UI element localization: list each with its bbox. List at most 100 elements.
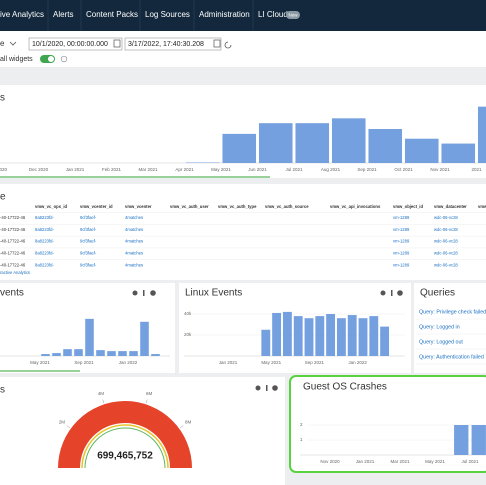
icon[interactable] <box>272 385 278 391</box>
table-cell: vm-1289 <box>393 215 410 220</box>
table-cell: 8a8223fd- <box>35 227 54 232</box>
panel-title: s <box>0 93 5 104</box>
gauge-arc <box>58 401 192 468</box>
table-cell: wdc-06-vc28 <box>434 239 458 244</box>
gauge-tick-label: 8M <box>185 419 192 424</box>
bar <box>129 351 138 356</box>
bar <box>63 349 72 356</box>
x-tick-label: Sep 2021 <box>357 167 377 172</box>
bar <box>454 425 469 455</box>
nav-item[interactable]: Log Sources <box>145 10 190 19</box>
query-item[interactable]: Query: Logged out <box>419 339 463 345</box>
nav-item[interactable]: LI Cloud <box>258 10 288 19</box>
y-tick-label: 1 <box>300 437 303 442</box>
x-tick-label: Feb 2021 <box>102 167 122 172</box>
table-header: vmw_object_id <box>393 204 423 209</box>
x-tick-label: Jan 2021 <box>66 167 85 172</box>
nav-item[interactable]: Alerts <box>53 10 73 19</box>
refresh-icon[interactable] <box>224 41 232 49</box>
x-tick-label: Jan 2022 <box>119 360 138 365</box>
y-tick-label: 40k <box>184 311 192 316</box>
icon[interactable] <box>397 290 403 296</box>
x-tick-label: Apr 2021 <box>175 167 194 172</box>
badge <box>286 11 300 19</box>
bar <box>404 138 439 163</box>
end-date: 3/17/2022, 17:40:30.208 <box>128 41 204 48</box>
table-header: vmw_vc_auth_type <box>218 204 257 209</box>
table-cell: wdc-06-vc28 <box>434 262 458 267</box>
badge-text: New <box>288 12 298 17</box>
calendar-icon[interactable] <box>113 39 121 48</box>
icon[interactable] <box>150 290 156 296</box>
gauge-tick <box>66 425 71 429</box>
panel-title: vents <box>0 288 24 299</box>
x-tick-label: Mar 2021 <box>138 167 158 172</box>
gauge-tick <box>179 425 184 429</box>
query-item[interactable]: Query: Authentication failed <box>419 354 484 360</box>
icon[interactable] <box>266 385 268 391</box>
queries-panel <box>414 283 486 373</box>
x-tick-label: Nov 2021 <box>430 167 450 172</box>
bar <box>304 318 314 356</box>
bar <box>293 316 303 356</box>
x-tick-label: 2020 <box>0 167 8 172</box>
x-tick-label: Mar 2021 <box>390 459 410 464</box>
icon[interactable] <box>132 290 138 296</box>
x-tick-label: Jun 2021 <box>248 167 267 172</box>
nav-item[interactable]: Administration <box>199 10 250 19</box>
crashes-panel <box>289 375 486 473</box>
calendar-icon[interactable] <box>213 39 221 48</box>
bar <box>368 129 403 163</box>
panel-title: Guest OS Crashes <box>303 382 387 393</box>
table-header: vmw_vcenter_id <box>80 204 113 209</box>
x-tick-label: Jan 2021 <box>219 360 238 365</box>
start-date: 10/1/2020, 00:00:00.000 <box>32 41 108 48</box>
gauge-value: 699,465,752 <box>97 451 153 462</box>
dropdown-caret[interactable] <box>9 41 17 46</box>
y-tick-label: 20k <box>184 332 192 337</box>
bar <box>441 143 476 163</box>
table-cell: 4matches <box>125 251 143 256</box>
bar <box>471 425 486 455</box>
query-item[interactable]: Query: Privilege check failed <box>419 309 486 315</box>
gauge-tick <box>102 399 105 404</box>
nav-item[interactable]: Content Packs <box>86 10 138 19</box>
bar <box>282 311 292 356</box>
toggle-label: all widgets <box>0 56 33 63</box>
table-cell: 4matches <box>125 239 143 244</box>
icon[interactable] <box>391 290 393 296</box>
query-item[interactable]: Query: Logged in <box>419 324 460 330</box>
panel-title: s <box>0 385 5 396</box>
start-input[interactable] <box>28 37 123 51</box>
bar <box>369 316 379 356</box>
bar <box>140 321 149 356</box>
icon[interactable] <box>255 385 261 391</box>
icon[interactable] <box>143 290 145 296</box>
table-cell: 9cf3faef- <box>80 239 97 244</box>
table-panel <box>0 184 486 280</box>
bar <box>358 318 368 356</box>
table-cell: vm-1289 <box>393 239 410 244</box>
gauge-tick-label: 2M <box>59 419 66 424</box>
table-cell: 4matches <box>125 227 143 232</box>
trend-panel <box>0 85 486 178</box>
bar <box>74 349 83 356</box>
info-icon[interactable] <box>60 55 68 63</box>
nav-item[interactable]: ive Analytics <box>0 10 44 19</box>
icon[interactable] <box>380 290 386 296</box>
toggle-knob <box>48 56 54 62</box>
table-link[interactable]: ractive Analytics <box>0 270 30 275</box>
table-cell: 9cf3faef- <box>80 251 97 256</box>
x-tick-label: Jul 2021 <box>461 459 479 464</box>
toolbar-prefix: e <box>0 39 5 48</box>
x-tick-label: May 2021 <box>30 360 50 365</box>
bar <box>258 123 293 163</box>
end-input[interactable] <box>124 37 222 51</box>
toolbar-row <box>0 53 486 67</box>
bar <box>151 354 160 356</box>
table-cell: 4matches <box>125 215 143 220</box>
x-tick-label: 2021 <box>471 167 482 172</box>
bar <box>41 354 50 356</box>
gauge-panel <box>0 377 285 485</box>
